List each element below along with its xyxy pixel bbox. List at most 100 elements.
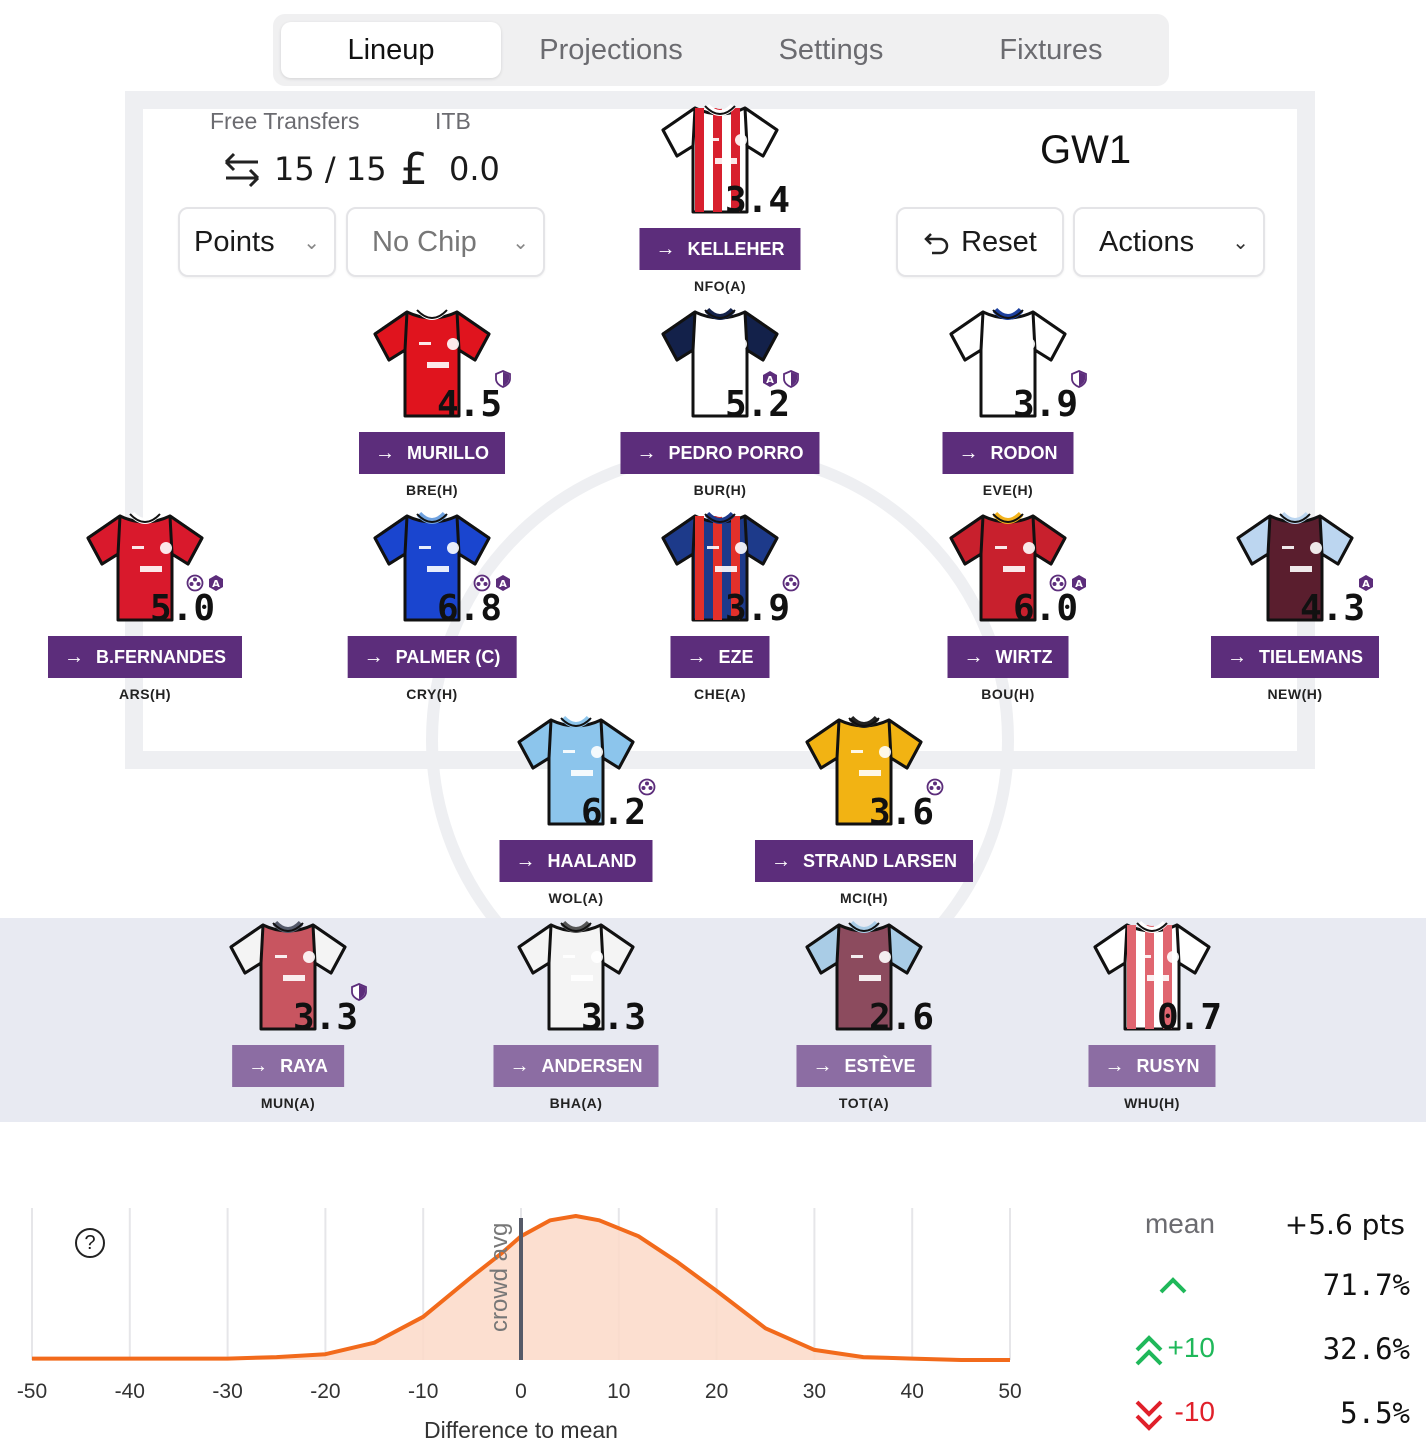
- tab-settings[interactable]: Settings: [778, 33, 884, 66]
- view-tabs: Lineup Projections Settings Fixtures: [273, 14, 1169, 86]
- arrow-right-icon: →: [1104, 1054, 1125, 1077]
- player-transfer-button[interactable]: → KELLEHER: [639, 228, 801, 270]
- player-transfer-button[interactable]: → RODON: [942, 432, 1074, 474]
- reset-button[interactable]: Reset: [896, 207, 1064, 277]
- player-card[interactable]: 2.6 → ESTÈVE TOT(A): [744, 917, 984, 1117]
- arrow-right-icon: →: [1226, 645, 1247, 668]
- arrow-right-icon: →: [770, 849, 791, 872]
- goal-ball-icon: [782, 574, 800, 592]
- player-transfer-button[interactable]: → ESTÈVE: [796, 1045, 932, 1087]
- player-fixture: CHE(A): [694, 686, 746, 702]
- goal-ball-icon: [1049, 574, 1067, 592]
- player-transfer-button[interactable]: → STRAND LARSEN: [754, 840, 974, 882]
- player-transfer-button[interactable]: → PALMER (C): [347, 636, 517, 678]
- player-card[interactable]: 3.9 → RODON EVE(H): [888, 304, 1128, 504]
- player-name: RUSYN: [1136, 1055, 1200, 1076]
- x-tick-label: -50: [17, 1380, 47, 1403]
- player-card[interactable]: 3.9 → EZE CHE(A): [600, 508, 840, 708]
- player-transfer-button[interactable]: → MURILLO: [359, 432, 505, 474]
- actions-dropdown[interactable]: Actions ⌄: [1073, 207, 1265, 277]
- player-fixture: TOT(A): [838, 1095, 890, 1111]
- player-badges: [432, 370, 512, 388]
- player-shirt-icon: [517, 920, 635, 1031]
- assist-badge-icon: A: [763, 371, 777, 387]
- player-name: TIELEMANS: [1258, 646, 1364, 667]
- player-score: 2.6: [868, 997, 934, 1038]
- stat-plus10: +10 32.6%: [1100, 1332, 1420, 1372]
- player-card[interactable]: A 6.8 → PALMER (C) CRY(H): [312, 508, 552, 708]
- free-transfers-label: Free Transfers: [210, 108, 360, 134]
- chip-dropdown[interactable]: No Chip ⌄: [346, 207, 545, 277]
- player-score: 3.6: [868, 792, 934, 833]
- player-card[interactable]: 3.6 → STRAND LARSEN MCI(H): [744, 712, 984, 912]
- tab-projections[interactable]: Projections: [539, 33, 683, 66]
- goal-ball-icon: [473, 574, 491, 592]
- player-card[interactable]: 0.7 → RUSYN WHU(H): [1032, 917, 1272, 1117]
- player-card[interactable]: A 5.0 → B.FERNANDES ARS(H): [25, 508, 265, 708]
- player-name: KELLEHER: [687, 238, 785, 259]
- player-shirt-icon: [661, 307, 779, 418]
- player-shirt-icon: [86, 511, 204, 622]
- player-transfer-button[interactable]: → EZE: [670, 636, 770, 678]
- player-badges: [576, 778, 656, 796]
- player-transfer-button[interactable]: → PEDRO PORRO: [620, 432, 820, 474]
- minus10-value: 5.5%: [1340, 1396, 1410, 1430]
- player-shirt-icon: [373, 307, 491, 418]
- player-fixture: WOL(A): [548, 890, 604, 906]
- goal-ball-icon: [638, 778, 656, 796]
- player-card[interactable]: A 6.0 → WIRTZ BOU(H): [888, 508, 1128, 708]
- player-card[interactable]: 3.3 → ANDERSEN BHA(A): [456, 917, 696, 1117]
- gameweek-label: GW1: [1040, 128, 1132, 172]
- points-dropdown[interactable]: Points ⌄: [178, 207, 336, 277]
- x-tick-label: 10: [607, 1380, 630, 1403]
- player-score: 0.7: [1156, 997, 1222, 1038]
- svg-text:A: A: [1075, 579, 1083, 590]
- player-transfer-button[interactable]: → RUSYN: [1088, 1045, 1216, 1087]
- undo-icon: [924, 233, 949, 255]
- player-name: PALMER (C): [395, 646, 501, 667]
- player-card[interactable]: 3.3 → RAYA MUN(A): [168, 917, 408, 1117]
- player-card[interactable]: 4.5 → MURILLO BRE(H): [312, 304, 552, 504]
- player-badges: A: [1295, 574, 1375, 592]
- arrow-right-icon: →: [655, 237, 676, 260]
- player-badges: [288, 983, 368, 1001]
- player-score: 3.9: [724, 588, 790, 629]
- player-transfer-button[interactable]: → HAALAND: [499, 840, 653, 882]
- player-shirt-icon: [949, 307, 1067, 418]
- stat-mean: mean +5.6 pts: [1100, 1208, 1420, 1248]
- player-shirt-icon: [805, 715, 923, 826]
- player-card[interactable]: A 4.3 → TIELEMANS NEW(H): [1175, 508, 1415, 708]
- chip-dropdown-label: No Chip: [372, 225, 477, 258]
- plus10-label: +10: [1167, 1332, 1216, 1363]
- player-transfer-button[interactable]: → B.FERNANDES: [47, 636, 243, 678]
- tab-lineup[interactable]: Lineup: [281, 22, 501, 78]
- assist-badge-icon: A: [209, 575, 223, 591]
- assist-badge-icon: A: [1359, 575, 1373, 591]
- tab-fixtures[interactable]: Fixtures: [999, 33, 1103, 66]
- clean-sheet-shield-icon: [495, 370, 511, 388]
- player-name: ANDERSEN: [541, 1055, 643, 1076]
- player-transfer-button[interactable]: → WIRTZ: [947, 636, 1069, 678]
- chevron-down-icon: ⌄: [303, 231, 320, 254]
- x-axis-label: Difference to mean: [424, 1417, 618, 1443]
- player-card[interactable]: 3.4 → KELLEHER NFO(A): [600, 100, 840, 300]
- x-tick-label: -30: [212, 1380, 242, 1403]
- player-score: 4.3: [1299, 588, 1365, 629]
- player-transfer-button[interactable]: → TIELEMANS: [1210, 636, 1380, 678]
- player-card[interactable]: 6.2 → HAALAND WOL(A): [456, 712, 696, 912]
- transfer-arrows-icon: [224, 152, 260, 188]
- assist-badge-icon: A: [1072, 575, 1086, 591]
- player-card[interactable]: A 5.2 → PEDRO PORRO BUR(H): [600, 304, 840, 504]
- player-score: 5.0: [149, 588, 215, 629]
- x-tick-label: 20: [705, 1380, 728, 1403]
- arrow-right-icon: →: [963, 645, 984, 668]
- help-icon[interactable]: ?: [75, 1228, 105, 1258]
- points-distribution-chart: crowd avg -50 -40 -30 -20 -10 0 10 20 30 40 50 Diffe…: [17, 1208, 1022, 1443]
- arrow-right-icon: →: [363, 645, 384, 668]
- player-transfer-button[interactable]: → ANDERSEN: [493, 1045, 659, 1087]
- player-shirt-icon: [805, 920, 923, 1031]
- double-chevron-up-icon: [1135, 1335, 1163, 1366]
- svg-text:A: A: [1362, 579, 1370, 590]
- player-fixture: BOU(H): [981, 686, 1035, 702]
- player-transfer-button[interactable]: → RAYA: [232, 1045, 344, 1087]
